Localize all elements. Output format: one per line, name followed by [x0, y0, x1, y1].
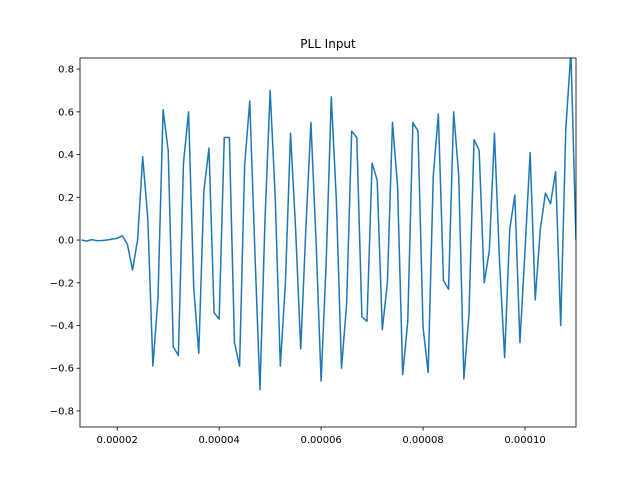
x-tick-label: 0.00006	[300, 435, 341, 446]
y-tick-label: −0.4	[50, 321, 74, 332]
y-tick-label: 0.6	[58, 107, 74, 118]
y-tick-label: 0.2	[58, 193, 74, 204]
x-tick-label: 0.00004	[198, 435, 239, 446]
x-tick-label: 0.00008	[402, 435, 443, 446]
plot-area	[81, 58, 576, 391]
y-tick-label: −0.6	[50, 364, 74, 375]
y-tick-label: −0.8	[50, 406, 74, 417]
x-tick-label: 0.00002	[97, 435, 138, 446]
y-tick-label: −0.2	[50, 278, 74, 289]
y-tick-label: 0.0	[58, 236, 74, 247]
axes-frame	[79, 57, 577, 428]
data-line	[81, 58, 576, 391]
x-tick-label: 0.00010	[504, 435, 545, 446]
chart-title: PLL Input	[300, 37, 356, 51]
y-tick-label: 0.8	[58, 65, 74, 76]
y-tick-label: 0.4	[58, 150, 74, 161]
